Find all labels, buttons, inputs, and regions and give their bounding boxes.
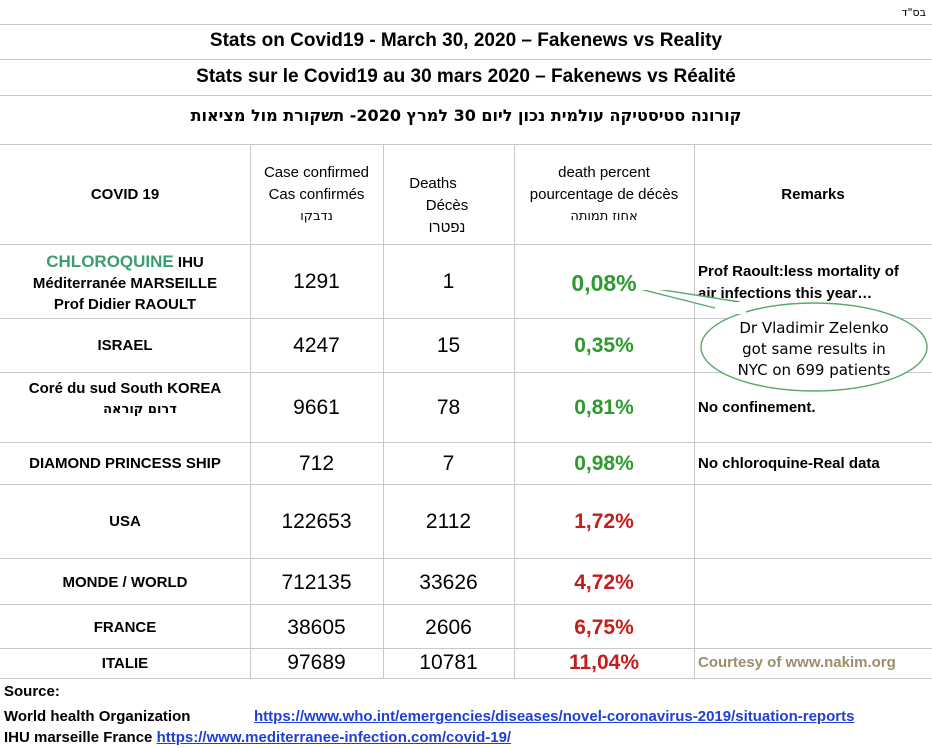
grid-line (0, 558, 932, 559)
title-french: Stats sur le Covid19 au 30 mars 2020 – F… (196, 66, 736, 87)
row-cases: 97689 (287, 651, 346, 674)
row-deaths: 2112 (425, 510, 472, 533)
grid-line (0, 244, 932, 245)
grid-line (0, 95, 932, 96)
callout-ellipse (700, 302, 928, 392)
grid-line (0, 372, 932, 373)
title-hebrew: קורונה סטיסטיקה עולמית נכון ליום 30 למרץ… (190, 106, 742, 125)
header-cases: Case confirmed Cas confirmés נדבקו (263, 164, 370, 224)
row-cases: 712135 (281, 571, 352, 594)
grid-line (0, 484, 932, 485)
source-ihu: IHU marseille France https://www.mediter… (4, 729, 512, 746)
row-deaths: 1 (442, 270, 455, 293)
row-deaths: 78 (436, 396, 461, 419)
row-country-france: FRANCE (93, 619, 157, 636)
row-deaths: 2606 (425, 616, 472, 639)
row-deaths: 10781 (419, 651, 478, 674)
row-percent: 11,04% (568, 651, 640, 674)
row-deaths: 33626 (419, 571, 478, 594)
grid-line (250, 144, 251, 678)
header-deaths: Deaths Décès נפטרו (409, 175, 469, 236)
header-remarks: Remarks (781, 186, 845, 203)
row-percent: 4,72% (574, 571, 634, 594)
who-link[interactable]: https://www.who.int/emergencies/diseases… (254, 708, 855, 725)
row-country-usa: USA (109, 513, 141, 530)
row-country-italie: ITALIE (101, 655, 149, 672)
row-remark: Prof Raoult:less mortality of air infect… (698, 263, 899, 302)
grid-line (0, 24, 932, 25)
row-deaths: 15 (436, 334, 461, 357)
grid-line (0, 318, 932, 319)
grid-line (0, 144, 932, 145)
source-label: Source: (4, 683, 60, 700)
row-country-chloroquine: CHLOROQUINE IHU Méditerranée MARSEILLE P… (32, 252, 218, 313)
row-percent: 0,35% (574, 334, 634, 357)
header-death-percent: death percent pourcentage de décès אחוז … (529, 164, 679, 224)
row-percent: 0,98% (574, 452, 634, 475)
row-cases: 122653 (281, 510, 352, 533)
row-country-south-korea: Coré du sud South KOREA דרום קוראה (28, 380, 222, 417)
row-deaths: 7 (442, 452, 455, 475)
grid-line (0, 678, 932, 679)
corner-mark: בס"ד (901, 6, 926, 19)
row-remark: No confinement. (698, 399, 816, 416)
courtesy-note: Courtesy of www.nakim.org (698, 654, 896, 671)
row-country-world: MONDE / WORLD (62, 574, 188, 591)
title-english: Stats on Covid19 - March 30, 2020 – Fake… (209, 30, 723, 51)
row-cases: 4247 (293, 334, 340, 357)
row-percent: 0,08% (571, 270, 637, 296)
grid-line (694, 144, 695, 678)
header-covid19: COVID 19 (90, 186, 160, 203)
grid-line (383, 144, 384, 678)
grid-line (514, 144, 515, 678)
row-cases: 9661 (293, 396, 340, 419)
row-country-israel: ISRAEL (97, 337, 153, 354)
row-percent: 6,75% (574, 616, 634, 639)
row-cases: 712 (298, 452, 335, 475)
row-percent: 1,72% (574, 510, 634, 533)
callout-bubble (640, 290, 928, 392)
grid-line (0, 604, 932, 605)
row-percent: 0,81% (574, 396, 634, 419)
row-country-diamond-princess: DIAMOND PRINCESS SHIP (29, 455, 221, 472)
grid-line (0, 442, 932, 443)
callout-pointer (640, 290, 741, 309)
ihu-link[interactable]: https://www.mediterranee-infection.com/c… (156, 729, 512, 746)
row-remark: No chloroquine-Real data (698, 455, 880, 472)
row-cases: 1291 (293, 270, 340, 293)
source-who: World health Organization (4, 708, 191, 725)
row-cases: 38605 (287, 616, 346, 639)
grid-line (0, 59, 932, 60)
grid-line (0, 648, 932, 649)
callout-mask (716, 302, 746, 314)
callout-text: Dr Vladimir Zelenko got same results in … (737, 319, 891, 379)
